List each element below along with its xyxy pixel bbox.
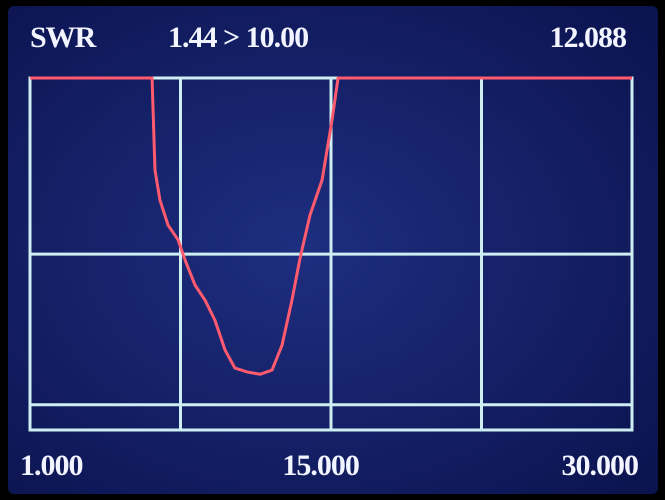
frequency-readout: 12.088 [550, 21, 627, 54]
chart: SWR 1.44 > 10.00 12.088 1.000 15.000 30.00… [0, 0, 665, 500]
x-tick-label: 30.000 [562, 449, 639, 482]
x-tick-label: 1.000 [20, 449, 83, 482]
swr-reading: 1.44 > 10.00 [168, 21, 308, 54]
page: SWR 1.44 > 10.00 12.088 1.000 15.000 30.00… [0, 0, 665, 500]
chart-title: SWR [30, 21, 97, 54]
x-tick-label: 15.000 [282, 449, 359, 482]
